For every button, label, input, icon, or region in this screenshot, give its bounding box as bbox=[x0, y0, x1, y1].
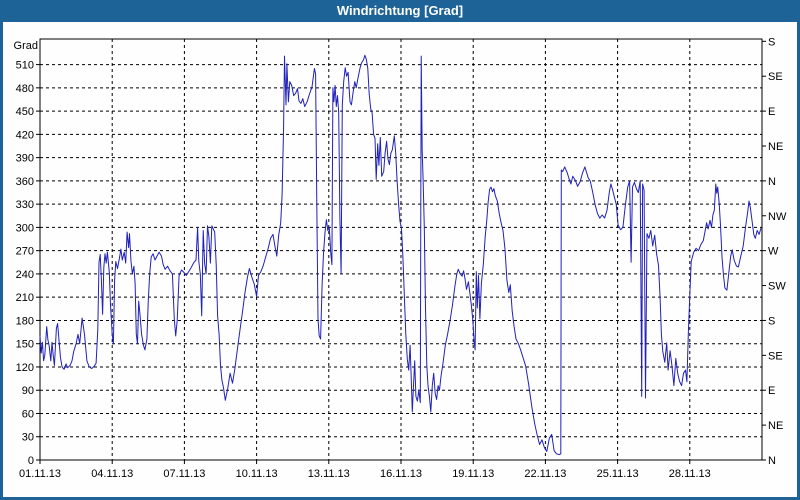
title-bar: Windrichtung [Grad] bbox=[0, 0, 800, 22]
chart-title: Windrichtung [Grad] bbox=[336, 3, 464, 18]
y-tick-label-left: 90 bbox=[22, 385, 34, 397]
y-tick-label-right: S bbox=[768, 36, 775, 48]
y-tick-label-right: W bbox=[768, 246, 779, 258]
y-tick-label-left: 420 bbox=[16, 129, 34, 141]
y-tick-label-left: 60 bbox=[22, 408, 34, 420]
y-tick-label-right: NE bbox=[768, 420, 783, 432]
y-tick-label-left: 390 bbox=[16, 153, 34, 165]
y-tick-label-left: 210 bbox=[16, 292, 34, 304]
y-tick-label-left: 480 bbox=[16, 83, 34, 95]
y-tick-label-right: SE bbox=[768, 71, 783, 83]
y-tick-label-right: N bbox=[768, 176, 776, 188]
x-tick-label: 10.11.13 bbox=[236, 468, 278, 480]
x-tick-label: 25.11.13 bbox=[597, 468, 639, 480]
y-tick-label-left: 360 bbox=[16, 176, 34, 188]
x-tick-label: 04.11.13 bbox=[91, 468, 133, 480]
y-tick-label-left: 240 bbox=[16, 269, 34, 281]
y-tick-label-right: E bbox=[768, 106, 775, 118]
y-tick-label-left: 150 bbox=[16, 339, 34, 351]
data-line bbox=[39, 54, 762, 456]
y-tick-label-right: NW bbox=[768, 211, 787, 223]
y-tick-label-right: SW bbox=[768, 281, 786, 293]
x-tick-label: 19.11.13 bbox=[452, 468, 494, 480]
y-tick-label-left: 0 bbox=[28, 455, 34, 467]
y-tick-label-left: 270 bbox=[16, 246, 34, 258]
plot-border bbox=[39, 38, 763, 461]
y-tick-label-right: E bbox=[768, 385, 775, 397]
y-tick-label-right: N bbox=[768, 455, 776, 467]
y-tick-label-left: 300 bbox=[16, 222, 34, 234]
x-tick-label: 28.11.13 bbox=[669, 468, 711, 480]
y-tick-label-left: 180 bbox=[16, 315, 34, 327]
x-tick-label: 07.11.13 bbox=[163, 468, 205, 480]
x-tick-label: 01.11.13 bbox=[19, 468, 61, 480]
y-tick-label-right: SE bbox=[768, 350, 783, 362]
y-tick-label-left: 330 bbox=[16, 199, 34, 211]
y-tick-label-left: 120 bbox=[16, 362, 34, 374]
y-tick-label-left: 30 bbox=[22, 432, 34, 444]
y-tick-label-right: NE bbox=[768, 141, 783, 153]
x-tick-label: 16.11.13 bbox=[380, 468, 422, 480]
y-axis-unit-label: Grad bbox=[14, 40, 38, 52]
y-tick-label-right: S bbox=[768, 315, 775, 327]
y-tick-label-left: 510 bbox=[16, 60, 34, 72]
x-tick-label: 22.11.13 bbox=[524, 468, 566, 480]
y-tick-label-left: 450 bbox=[16, 106, 34, 118]
x-tick-label: 13.11.13 bbox=[308, 468, 350, 480]
